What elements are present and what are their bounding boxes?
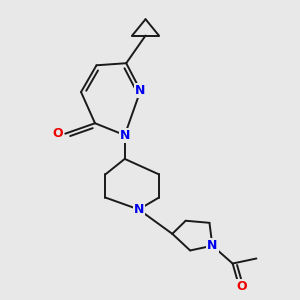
- Text: N: N: [134, 203, 144, 216]
- Text: N: N: [207, 239, 218, 252]
- Text: N: N: [135, 84, 146, 97]
- Text: O: O: [237, 280, 248, 293]
- Text: O: O: [52, 127, 63, 140]
- Text: N: N: [119, 129, 130, 142]
